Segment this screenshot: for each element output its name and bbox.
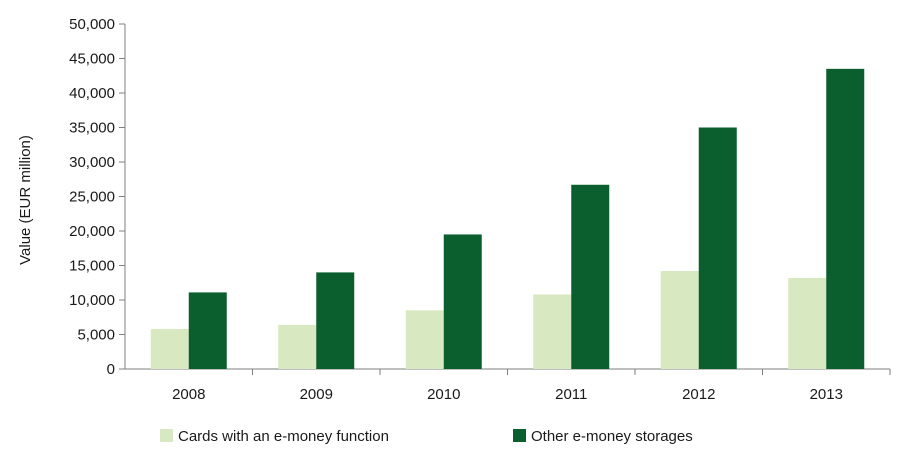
y-tick-label: 15,000 [69, 258, 115, 275]
x-axis-tick-labels: 2008 2009 2010 2011 2012 2013 [172, 369, 891, 403]
x-tick-label: 2008 [172, 386, 205, 403]
bars [150, 68, 865, 369]
x-tick-label: 2012 [682, 386, 715, 403]
y-tick-label: 40,000 [69, 85, 115, 102]
y-tick-label: 0 [107, 361, 115, 378]
legend-label: Other e-money storages [531, 428, 693, 445]
y-axis-ticks: 0 5,000 10,000 15,000 20,000 25,000 30,000 35,0… [69, 16, 125, 378]
legend-label: Cards with an e-money function [178, 428, 389, 445]
bar-cards-e-money [278, 324, 317, 369]
legend-swatch [160, 429, 173, 442]
legend-swatch [513, 429, 526, 442]
y-tick-label: 30,000 [69, 154, 115, 171]
y-tick-label: 25,000 [69, 189, 115, 206]
y-axis-title: Value (EUR million) [17, 135, 34, 265]
y-tick-label: 10,000 [69, 292, 115, 309]
legend: Cards with an e-money function Other e-mo… [160, 428, 693, 445]
y-tick-label: 45,000 [69, 51, 115, 68]
axes [124, 24, 890, 370]
bar-other-e-money [571, 184, 610, 369]
bar-other-e-money [826, 68, 865, 369]
y-tick-label: 50,000 [69, 16, 115, 33]
bar-other-e-money [188, 292, 227, 369]
bar-other-e-money [698, 127, 737, 369]
x-tick-label: 2009 [300, 386, 333, 403]
bar-other-e-money [443, 234, 482, 369]
x-tick-label: 2010 [427, 386, 460, 403]
y-tick-label: 35,000 [69, 120, 115, 137]
y-tick-label: 5,000 [77, 327, 115, 344]
bar-other-e-money [316, 272, 355, 369]
bar-cards-e-money [533, 294, 572, 369]
x-tick-label: 2013 [810, 386, 843, 403]
y-axis-title-group: Value (EUR million) [17, 135, 34, 265]
bar-cards-e-money [660, 271, 699, 369]
bar-cards-e-money [150, 328, 189, 369]
bar-cards-e-money [405, 310, 444, 369]
x-tick-label: 2011 [555, 386, 587, 403]
y-tick-label: 20,000 [69, 223, 115, 240]
bar-cards-e-money [788, 277, 827, 369]
